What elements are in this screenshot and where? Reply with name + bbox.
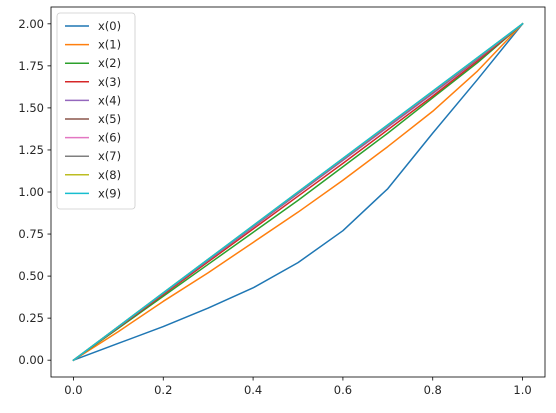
x-tick-label: 0.2	[154, 383, 172, 397]
legend-label-9: x(9)	[98, 186, 121, 200]
legend-label-7: x(7)	[98, 149, 121, 163]
legend-label-0: x(0)	[98, 19, 121, 33]
y-tick-label: 0.25	[18, 311, 44, 325]
x-tick-label: 0.4	[244, 383, 262, 397]
legend-label-2: x(2)	[98, 56, 121, 70]
y-tick-label: 0.50	[18, 269, 44, 283]
y-tick-label: 1.75	[18, 59, 44, 73]
y-axis: 0.00 0.25 0.50 0.75 1.00 1.25 1.50 1.75 2.00	[18, 17, 51, 367]
series-line-9	[72, 22, 524, 362]
y-tick-label: 2.00	[18, 17, 44, 31]
legend-label-6: x(6)	[98, 131, 121, 145]
legend-label-5: x(5)	[98, 112, 121, 126]
x-axis: 0.0 0.2 0.4 0.6 0.8 1.0	[64, 377, 532, 397]
series-line-0	[72, 22, 524, 362]
y-tick-label: 1.00	[18, 185, 44, 199]
legend-label-8: x(8)	[98, 168, 121, 182]
legend-label-1: x(1)	[98, 38, 121, 52]
legend-frame	[56, 12, 136, 210]
x-tick-label: 1.0	[513, 383, 531, 397]
series-line-1	[72, 22, 524, 362]
series-line-2	[72, 22, 524, 362]
y-tick-label: 1.25	[18, 143, 44, 157]
y-tick-label: 0.75	[18, 227, 44, 241]
series-layer	[72, 22, 524, 362]
x-tick-label: 0.8	[424, 383, 442, 397]
y-tick-label: 0.00	[18, 353, 44, 367]
y-tick-label: 1.50	[18, 101, 44, 115]
x-tick-label: 0.0	[64, 383, 82, 397]
x-tick-label: 0.6	[334, 383, 352, 397]
legend: x(0) x(1) x(2) x(3) x(4) x(5) x(6) x(7) x(8) x(9)	[56, 12, 136, 210]
legend-label-3: x(3)	[98, 75, 121, 89]
legend-label-4: x(4)	[98, 93, 121, 107]
